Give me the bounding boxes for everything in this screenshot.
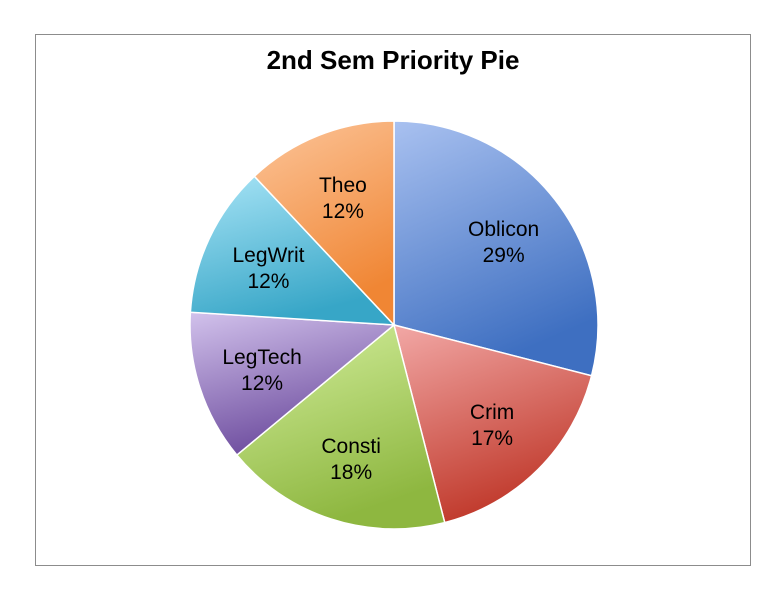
slice-label-legwrit: LegWrit 12% (232, 244, 304, 293)
pie-slice-legwrit (189, 175, 396, 326)
slice-label-crim: Crim 17% (470, 401, 514, 450)
pie-slice-consti (235, 323, 446, 530)
slice-percent-label: 18% (330, 461, 372, 484)
slice-category-label: Oblicon (468, 218, 539, 241)
slice-category-label: LegTech (222, 346, 301, 369)
slice-category-label: Crim (470, 401, 514, 424)
pie-slice-oblicon (393, 120, 599, 377)
pie-slice-legtech (189, 311, 396, 457)
slice-category-label: Consti (321, 435, 381, 458)
chart-title: 2nd Sem Priority Pie (266, 45, 520, 75)
slice-label-theo: Theo 12% (319, 174, 367, 223)
slice-percent-label: 17% (471, 427, 513, 450)
slice-percent-label: 12% (322, 200, 364, 223)
slice-category-label: Theo (319, 174, 367, 197)
slice-label-legtech: LegTech 12% (222, 346, 301, 395)
slice-percent-label: 12% (241, 372, 283, 395)
slice-percent-label: 12% (247, 270, 289, 293)
chart-area: 2nd Sem Priority Pie Oblicon 29% Crim 17% Co… (35, 34, 751, 566)
slice-label-oblicon: Oblicon 29% (468, 218, 539, 267)
pie-slice-theo (253, 120, 395, 327)
pie-chart: Oblicon 29%Crim 17%Consti 18%LegTech 12%LegW… (189, 120, 599, 530)
slice-label-consti: Consti 18% (321, 435, 381, 484)
pie-slice-crim (392, 323, 593, 524)
slice-percent-label: 29% (483, 244, 525, 267)
slice-category-label: LegWrit (232, 244, 304, 267)
